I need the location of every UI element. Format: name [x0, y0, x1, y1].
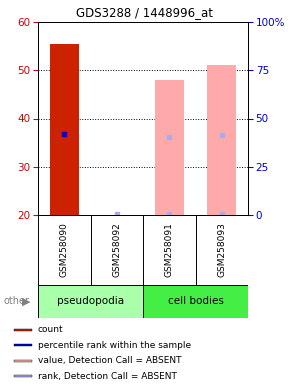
Text: GDS3288 / 1448996_at: GDS3288 / 1448996_at: [77, 6, 213, 19]
Bar: [14, 360, 32, 362]
Text: percentile rank within the sample: percentile rank within the sample: [38, 341, 191, 350]
Bar: [143, 285, 248, 318]
Text: rank, Detection Call = ABSENT: rank, Detection Call = ABSENT: [38, 372, 177, 381]
Text: GSM258093: GSM258093: [217, 223, 226, 277]
Bar: [14, 375, 32, 377]
Bar: [14, 344, 32, 346]
Bar: [207, 65, 236, 215]
Bar: [155, 80, 184, 215]
Text: GSM258092: GSM258092: [112, 223, 121, 277]
Bar: [38, 285, 143, 318]
Text: count: count: [38, 325, 64, 334]
Text: GSM258090: GSM258090: [60, 223, 69, 277]
Text: cell bodies: cell bodies: [168, 296, 223, 306]
Bar: [14, 329, 32, 331]
Text: pseudopodia: pseudopodia: [57, 296, 124, 306]
Text: value, Detection Call = ABSENT: value, Detection Call = ABSENT: [38, 356, 181, 365]
Bar: [50, 44, 79, 215]
Text: ▶: ▶: [22, 296, 31, 306]
Text: other: other: [3, 296, 29, 306]
Text: GSM258091: GSM258091: [165, 223, 174, 277]
